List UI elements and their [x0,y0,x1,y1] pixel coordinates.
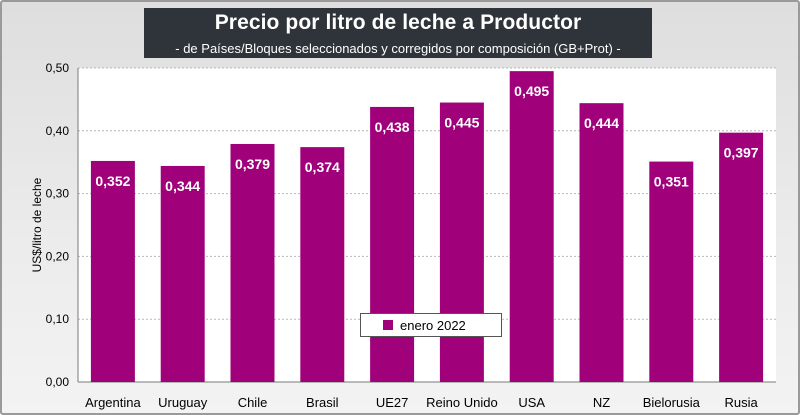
bar [649,161,694,382]
x-tick-label: NZ [593,395,610,410]
x-tick-label: Bielorusia [643,395,701,410]
x-tick-label: Uruguay [158,395,208,410]
data-label: 0,344 [165,178,200,194]
legend-swatch [383,320,393,330]
chart-title: Precio por litro de leche a Productor [214,11,582,34]
x-tick-label: USA [518,395,545,410]
bar [370,106,415,382]
bar [300,147,345,382]
bar [509,71,554,382]
x-tick-label: Reino Unido [426,395,498,410]
data-label: 0,445 [444,115,479,131]
data-label: 0,397 [724,145,759,161]
data-label: 0,444 [584,115,619,131]
data-label: 0,352 [95,173,130,189]
bar [160,165,205,382]
bar [90,160,135,382]
bar [579,103,624,382]
y-axis-label: US$/litro de leche [30,177,44,272]
bar [230,143,275,382]
bar [719,132,764,382]
chart-subtitle: - de Países/Bloques seleccionados y corr… [175,41,621,56]
data-label: 0,379 [235,156,270,172]
y-tick-label: 0,50 [46,61,70,75]
y-tick-label: 0,10 [46,312,70,326]
data-label: 0,438 [375,119,410,135]
data-label: 0,374 [305,159,340,175]
data-label: 0,495 [514,83,549,99]
x-tick-label: Chile [238,395,268,410]
data-label: 0,351 [654,174,689,190]
y-tick-label: 0,40 [46,124,70,138]
x-tick-label: Argentina [85,395,141,410]
y-tick-label: 0,30 [46,187,70,201]
legend: enero 2022 [360,313,502,337]
legend-label: enero 2022 [400,317,466,333]
y-tick-label: 0,20 [46,249,70,263]
bar [439,102,484,382]
x-tick-label: UE27 [376,395,409,410]
x-tick-label: Rusia [724,395,758,410]
title-box: Precio por litro de leche a Productor - … [144,8,652,58]
y-tick-label: 0,00 [46,375,70,389]
x-tick-label: Brasil [306,395,339,410]
